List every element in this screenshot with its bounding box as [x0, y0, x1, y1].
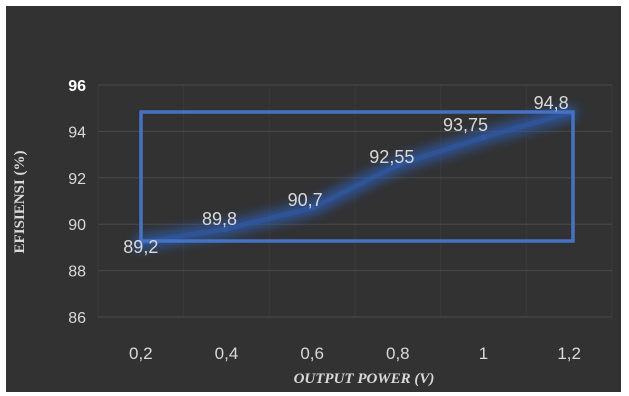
- y-axis-title: EFISIENSI (%): [12, 151, 28, 254]
- data-label: 89,2: [123, 237, 158, 257]
- data-label: 89,8: [202, 209, 237, 229]
- y-tick-label: 94: [68, 124, 86, 141]
- y-axis-ticks: 86 88 90 92 94 96: [68, 78, 86, 327]
- data-point: [394, 162, 401, 169]
- data-point: [309, 204, 316, 211]
- data-label: 94,8: [534, 93, 569, 113]
- data-label: 93,75: [443, 115, 488, 135]
- series-layer: [132, 104, 578, 251]
- y-tick-label: 92: [68, 171, 86, 188]
- y-tick-label: 90: [68, 217, 86, 234]
- series-line: [138, 110, 572, 246]
- x-tick-label: 1: [479, 344, 488, 363]
- x-tick-label: 1,2: [557, 344, 581, 363]
- highlight-rectangle: [139, 110, 575, 243]
- x-axis-title: OUTPUT POWER (V): [294, 371, 435, 387]
- data-label: 92,55: [369, 147, 414, 167]
- chart-area: 89,2 89,8 90,7 92,55 93,75 94,8 86 88 90 92 94 96 …: [6, 6, 621, 392]
- data-point: [223, 225, 230, 232]
- y-tick-label: 96: [68, 78, 86, 95]
- y-tick-label: 88: [68, 264, 86, 281]
- x-tick-label: 0,6: [300, 344, 324, 363]
- x-axis-ticks: 0,2 0,4 0,6 0,8 1 1,2: [129, 344, 581, 363]
- x-tick-label: 0,8: [386, 344, 410, 363]
- x-tick-label: 0,2: [129, 344, 153, 363]
- data-labels: 89,2 89,8 90,7 92,55 93,75 94,8: [123, 93, 568, 257]
- x-tick-label: 0,4: [215, 344, 239, 363]
- y-tick-label: 86: [68, 310, 86, 327]
- data-label: 90,7: [288, 190, 323, 210]
- data-point: [480, 134, 487, 141]
